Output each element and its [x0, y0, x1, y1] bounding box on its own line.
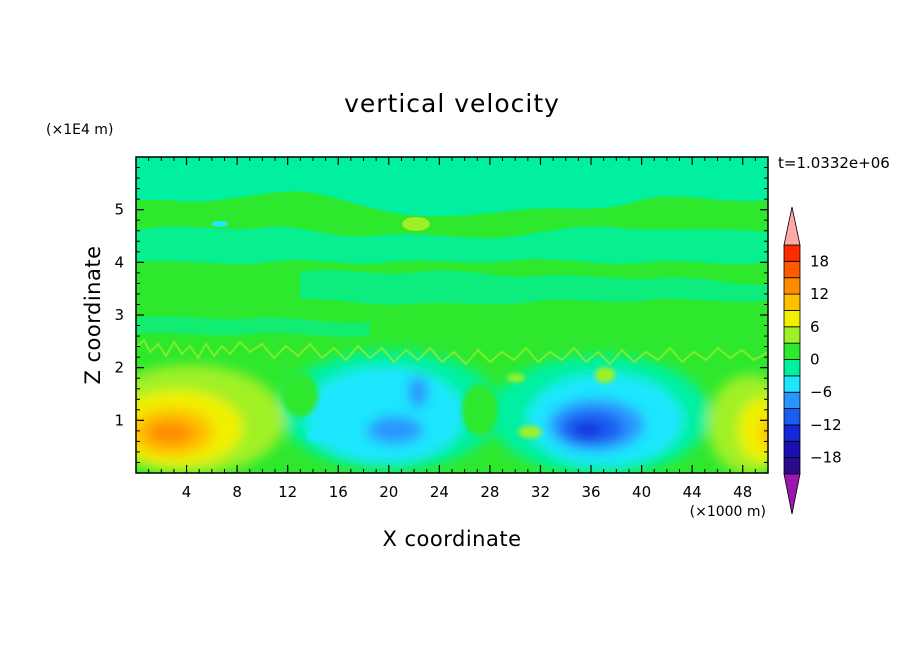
- colorbar-segment: [783, 375, 801, 393]
- time-label: t=1.0332e+06: [778, 154, 890, 172]
- y-axis: 1 2 3 4 5: [114, 167, 768, 463]
- colorbar-segment: [783, 424, 801, 442]
- y-tick-label: 1: [114, 411, 124, 429]
- x-tick-label: 44: [683, 483, 702, 501]
- x-axis-label: X coordinate: [382, 527, 521, 551]
- colorbar-segment: [783, 342, 801, 360]
- colorbar-segment: [783, 408, 801, 426]
- x-tick-label: 48: [733, 483, 752, 501]
- colorbar-over-arrow: [783, 206, 801, 246]
- y-tick-label: 2: [114, 359, 124, 377]
- colorbar-tick-label: −12: [810, 416, 842, 434]
- colorbar-segment: [783, 293, 801, 311]
- y-tick-label: 5: [114, 201, 124, 219]
- colorbar-tick-label: 12: [810, 285, 829, 303]
- x-tick-label: 32: [531, 483, 550, 501]
- colorbar-segment: [783, 457, 801, 475]
- x-tick-label: 40: [632, 483, 651, 501]
- x-tick-label: 16: [329, 483, 348, 501]
- small-features: [282, 367, 615, 442]
- x-tick-label: 36: [581, 483, 600, 501]
- turbulent-band: [136, 338, 768, 366]
- chart-title: vertical velocity: [344, 89, 560, 118]
- colorbar-segment: [783, 391, 801, 409]
- colorbar-segment: [783, 244, 801, 262]
- colorbar-tick-label: 18: [810, 252, 829, 270]
- colorbar-under-arrow: [783, 473, 801, 515]
- colorbar-segment: [783, 440, 801, 459]
- colorbar-segment: [783, 260, 801, 279]
- colorbar-segment: [783, 310, 801, 328]
- x-unit-label: (×1000 m): [690, 504, 766, 520]
- colorbar: −18 −12 −6 0 6 12 18: [783, 206, 842, 515]
- y-axis-label: Z coordinate: [81, 245, 105, 384]
- y-unit-label: (×1E4 m): [46, 122, 113, 138]
- y-tick-label: 4: [114, 253, 124, 271]
- colorbar-segment: [783, 277, 801, 295]
- colorbar-tick-label: 6: [810, 318, 820, 336]
- x-tick-label: 20: [379, 483, 398, 501]
- x-tick-label: 8: [232, 483, 242, 501]
- lower-anomalies: [136, 350, 768, 473]
- x-tick-label: 12: [278, 483, 297, 501]
- upper-bands: [136, 157, 768, 337]
- x-axis: 4 8 12 16 20 24 28 32 36 40 44 48: [148, 157, 756, 501]
- y-tick-label: 3: [114, 306, 124, 324]
- colorbar-tick-label: −18: [810, 449, 842, 467]
- colorbar-segment: [783, 359, 801, 377]
- contour-field: [136, 157, 768, 473]
- x-tick-label: 4: [182, 483, 192, 501]
- colorbar-tick-label: −6: [810, 383, 832, 401]
- colorbar-segment: [783, 326, 801, 344]
- x-tick-label: 24: [430, 483, 449, 501]
- colorbar-tick-label: 0: [810, 351, 820, 369]
- x-tick-label: 28: [480, 483, 499, 501]
